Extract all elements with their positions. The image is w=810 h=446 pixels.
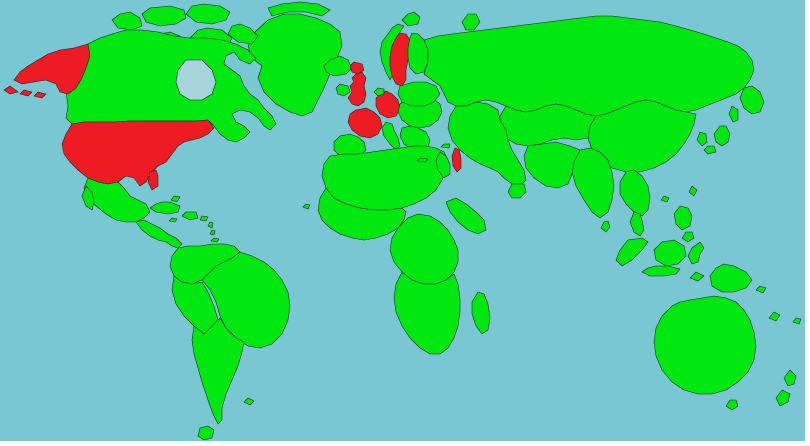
country-united-kingdom[interactable]	[348, 72, 366, 106]
country-canada-arctic-5[interactable]	[112, 12, 142, 30]
country-poland-baltics[interactable]	[398, 82, 440, 106]
country-mexico[interactable]	[84, 178, 150, 222]
country-borneo[interactable]	[654, 240, 686, 266]
country-greenland[interactable]	[248, 14, 342, 116]
country-new-zealand-south[interactable]	[776, 390, 790, 406]
country-tasmania[interactable]	[726, 400, 738, 410]
country-united-kingdom-scotland[interactable]	[350, 62, 364, 74]
island-new-caledonia[interactable]	[769, 312, 780, 321]
country-southern-africa[interactable]	[394, 272, 460, 354]
country-alaska[interactable]	[14, 44, 90, 94]
country-sakhalin[interactable]	[729, 106, 738, 122]
country-korea[interactable]	[697, 132, 707, 146]
country-finland[interactable]	[408, 33, 428, 74]
island-svalbard[interactable]	[402, 12, 420, 26]
country-west-africa[interactable]	[318, 188, 406, 240]
country-java[interactable]	[642, 266, 680, 276]
country-hainan[interactable]	[661, 196, 669, 202]
country-central-africa[interactable]	[390, 214, 458, 284]
island-crete[interactable]	[417, 158, 428, 162]
island-novaya-zemlya[interactable]	[462, 14, 480, 30]
country-australia[interactable]	[654, 296, 756, 394]
country-canada-arctic-2[interactable]	[186, 4, 230, 24]
central-america[interactable]	[136, 220, 182, 248]
country-sri-lanka[interactable]	[601, 221, 610, 232]
island-trinidad[interactable]	[211, 238, 219, 242]
country-canada-arctic-4[interactable]	[228, 24, 258, 44]
country-iceland[interactable]	[324, 56, 352, 76]
cuba[interactable]	[150, 202, 180, 214]
baja-california[interactable]	[82, 186, 94, 210]
country-new-zealand-north[interactable]	[784, 370, 796, 386]
country-greenland-north[interactable]	[268, 2, 330, 16]
country-japan[interactable]	[714, 126, 730, 146]
country-afghanistan-pakistan[interactable]	[524, 142, 580, 188]
country-france[interactable]	[348, 108, 382, 138]
country-italy[interactable]	[382, 122, 400, 150]
country-india[interactable]	[572, 148, 614, 218]
country-taiwan[interactable]	[689, 186, 697, 196]
island-bahamas[interactable]	[171, 196, 180, 202]
country-papua-new-guinea[interactable]	[710, 264, 752, 292]
country-norway[interactable]	[380, 24, 404, 80]
aleutian-islands[interactable]	[4, 86, 46, 98]
southern-chile-tip[interactable]	[198, 426, 214, 440]
country-sinai-egypt[interactable]	[436, 152, 450, 178]
island-cape-verde[interactable]	[303, 204, 310, 209]
country-argentina-chile[interactable]	[192, 318, 244, 424]
country-united-states[interactable]	[62, 120, 214, 186]
country-arabia-southeast[interactable]	[508, 184, 526, 198]
hispaniola[interactable]	[182, 212, 198, 220]
country-horn-of-africa[interactable]	[446, 198, 486, 234]
country-middle-east[interactable]	[448, 102, 526, 186]
island-cyprus[interactable]	[441, 144, 450, 148]
country-philippines[interactable]	[674, 206, 692, 230]
hudson-bay	[176, 60, 216, 100]
country-brazil[interactable]	[202, 252, 290, 348]
florida[interactable]	[148, 170, 158, 190]
country-denmark[interactable]	[374, 88, 384, 96]
country-israel[interactable]	[452, 148, 461, 172]
country-sumatra[interactable]	[616, 238, 648, 266]
country-sulawesi[interactable]	[688, 242, 704, 264]
island-solomon[interactable]	[756, 286, 766, 293]
island-timor[interactable]	[690, 272, 704, 281]
island-lesser-antilles[interactable]	[208, 222, 215, 235]
jamaica[interactable]	[169, 218, 177, 222]
country-philippines-south[interactable]	[682, 232, 694, 242]
country-russia[interactable]	[424, 16, 754, 116]
country-germany[interactable]	[376, 91, 400, 118]
country-ireland[interactable]	[336, 84, 350, 96]
island-falklands[interactable]	[244, 398, 254, 405]
country-madagascar[interactable]	[472, 292, 490, 334]
country-malay-peninsula[interactable]	[630, 212, 644, 236]
country-canada-arctic-1[interactable]	[142, 6, 186, 26]
island-fiji[interactable]	[793, 318, 801, 324]
country-central-asia[interactable]	[500, 104, 596, 146]
puerto-rico[interactable]	[200, 216, 208, 221]
country-kamchatka[interactable]	[740, 86, 764, 114]
country-indochina[interactable]	[620, 170, 650, 216]
country-japan-south[interactable]	[704, 146, 716, 154]
